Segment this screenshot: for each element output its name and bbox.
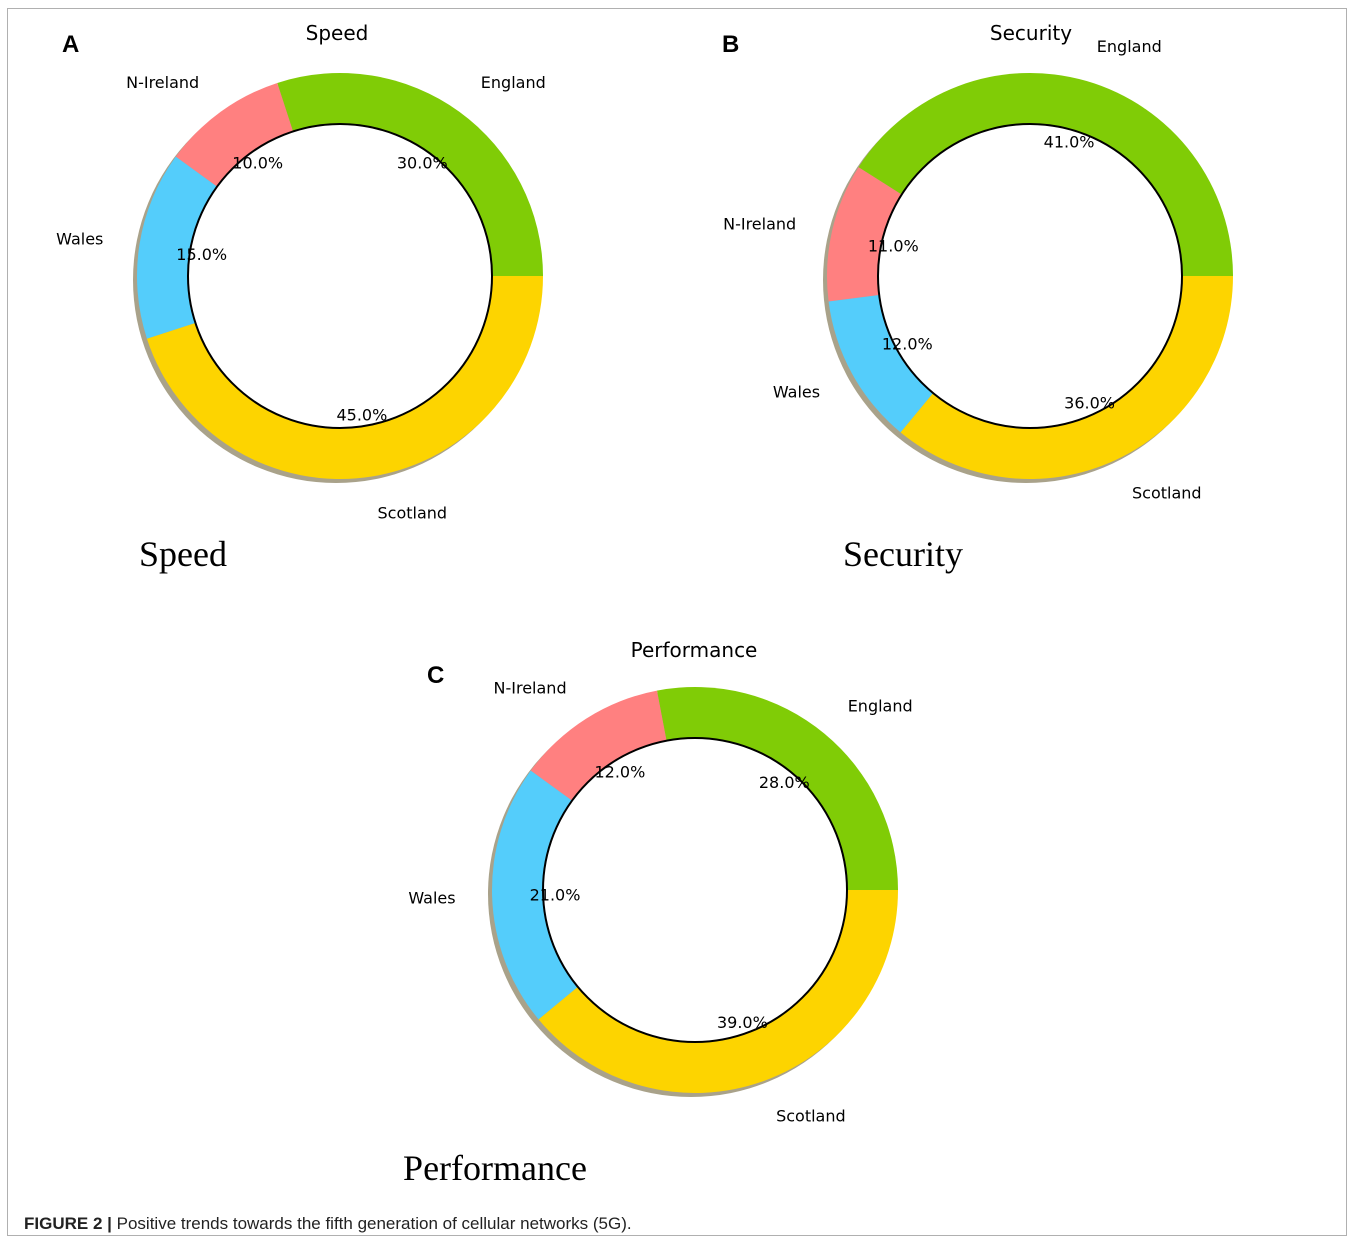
pct-label-england-c: 28.0% xyxy=(759,773,810,792)
pct-label-scotland-b: 36.0% xyxy=(1064,394,1115,413)
slice-label-wales-c: Wales xyxy=(408,889,455,908)
panel-letter-b: B xyxy=(722,31,739,58)
figure-frame xyxy=(7,8,1347,1236)
slice-label-n-ireland-a: N-Ireland xyxy=(126,73,199,92)
pct-label-scotland-c: 39.0% xyxy=(717,1013,768,1032)
slice-label-england-b: England xyxy=(1097,37,1162,56)
slice-label-england-c: England xyxy=(848,696,913,715)
slice-label-scotland-c: Scotland xyxy=(776,1106,846,1125)
slice-label-wales-a: Wales xyxy=(56,230,103,249)
chart-title-a: Speed xyxy=(306,21,369,45)
donut-hole-c xyxy=(542,737,848,1043)
donut-hole-b xyxy=(877,123,1183,429)
chart-title-c: Performance xyxy=(631,638,758,662)
pct-label-n-ireland-c: 12.0% xyxy=(594,763,645,782)
donut-chart-c: C Performance England 28.0% N-Ireland 12.0% Wa… xyxy=(403,638,913,1188)
panel-caption-b: Security xyxy=(843,534,963,574)
pct-label-england-a: 30.0% xyxy=(397,154,448,173)
donut-hole-a xyxy=(187,123,493,429)
pct-label-wales-a: 15.0% xyxy=(176,245,227,264)
slice-label-england-a: England xyxy=(481,73,546,92)
slice-label-scotland-a: Scotland xyxy=(378,504,448,523)
pct-label-england-b: 41.0% xyxy=(1044,133,1095,152)
pct-label-wales-c: 21.0% xyxy=(530,885,581,904)
panel-caption-c: Performance xyxy=(403,1148,587,1188)
figure-caption: FIGURE 2 | Positive trends towards the f… xyxy=(24,1214,632,1234)
panel-letter-a: A xyxy=(62,31,79,58)
panel-letter-c: C xyxy=(427,662,444,689)
chart-title-b: Security xyxy=(990,21,1072,45)
figure-caption-label: FIGURE 2 | xyxy=(24,1214,112,1233)
pct-label-wales-b: 12.0% xyxy=(882,335,933,354)
panel-caption-a: Speed xyxy=(139,534,227,574)
figure-caption-text: Positive trends towards the fifth genera… xyxy=(116,1214,632,1233)
pct-label-scotland-a: 45.0% xyxy=(336,405,387,424)
donut-chart-b: B Security England 41.0% N-Ireland 11.0% Wales… xyxy=(722,21,1233,574)
slice-label-n-ireland-b: N-Ireland xyxy=(723,215,796,234)
slice-label-scotland-b: Scotland xyxy=(1132,484,1202,503)
pct-label-n-ireland-a: 10.0% xyxy=(232,154,283,173)
slice-label-n-ireland-c: N-Ireland xyxy=(494,679,567,698)
pct-label-n-ireland-b: 11.0% xyxy=(868,236,919,255)
slice-label-wales-b: Wales xyxy=(773,382,820,401)
donut-chart-a: A Speed England 30.0% N-Ireland 10.0% Wales 15.… xyxy=(56,21,546,574)
